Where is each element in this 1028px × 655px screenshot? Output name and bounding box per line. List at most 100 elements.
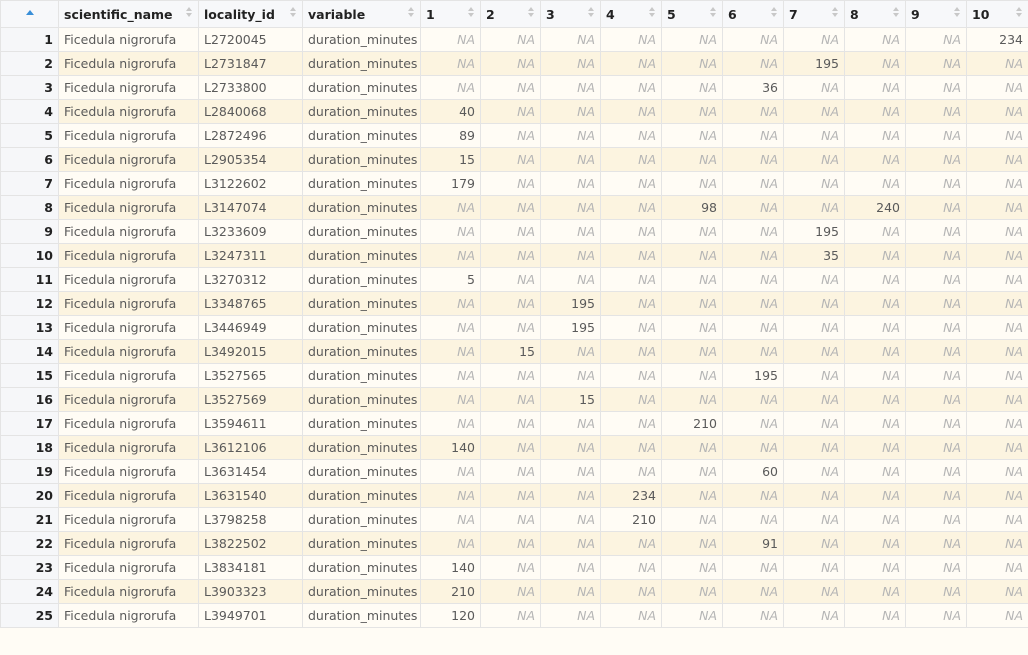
cell-na: NA [480, 51, 541, 76]
cell-variable: duration_minutes [302, 363, 421, 388]
column-header-index[interactable] [0, 0, 59, 28]
table-row[interactable]: 12 Ficedula nigrorufa L3348765 duration_min… [0, 291, 1028, 316]
cell-scientific-name: Ficedula nigrorufa [58, 435, 199, 460]
column-header-label: 10 [972, 6, 990, 22]
cell-variable: duration_minutes [302, 291, 421, 316]
table-row[interactable]: 14 Ficedula nigrorufa L3492015 duration_min… [0, 339, 1028, 364]
table-row[interactable]: 24 Ficedula nigrorufa L3903323 duration_min… [0, 579, 1028, 604]
cell-na: NA [480, 195, 541, 220]
sort-icon [832, 6, 838, 20]
row-index: 22 [0, 531, 59, 556]
cell-na: NA [966, 507, 1028, 532]
cell-na: NA [844, 435, 906, 460]
cell-na: NA [480, 75, 541, 100]
table-row[interactable]: 21 Ficedula nigrorufa L3798258 duration_min… [0, 507, 1028, 532]
cell-locality-id: L3631540 [198, 483, 303, 508]
cell-locality-id: L3527569 [198, 387, 303, 412]
cell-locality-id: L3122602 [198, 171, 303, 196]
cell-na: NA [966, 315, 1028, 340]
table-row[interactable]: 22 Ficedula nigrorufa L3822502 duration_min… [0, 531, 1028, 556]
column-header[interactable]: 8 [844, 0, 906, 28]
sort-icon [710, 6, 716, 20]
column-header[interactable]: 2 [480, 0, 541, 28]
cell-scientific-name: Ficedula nigrorufa [58, 483, 199, 508]
cell-variable: duration_minutes [302, 267, 421, 292]
table-row[interactable]: 10 Ficedula nigrorufa L3247311 duration_min… [0, 243, 1028, 268]
column-header[interactable]: 6 [722, 0, 784, 28]
cell-na: NA [540, 123, 601, 148]
table-row[interactable]: 17 Ficedula nigrorufa L3594611 duration_min… [0, 411, 1028, 436]
cell-na: NA [420, 507, 481, 532]
cell-na: NA [966, 603, 1028, 628]
table-row[interactable]: 2 Ficedula nigrorufa L2731847 duration_minu… [0, 51, 1028, 76]
cell-value: 195 [783, 51, 845, 76]
cell-na: NA [844, 411, 906, 436]
table-row[interactable]: 16 Ficedula nigrorufa L3527569 duration_min… [0, 387, 1028, 412]
cell-na: NA [480, 219, 541, 244]
table-row[interactable]: 20 Ficedula nigrorufa L3631540 duration_min… [0, 483, 1028, 508]
row-index: 8 [0, 195, 59, 220]
cell-na: NA [783, 387, 845, 412]
sort-ascending-icon [25, 9, 34, 15]
table-row[interactable]: 9 Ficedula nigrorufa L3233609 duration_minu… [0, 219, 1028, 244]
cell-na: NA [600, 363, 662, 388]
cell-na: NA [420, 27, 481, 52]
table-row[interactable]: 15 Ficedula nigrorufa L3527565 duration_min… [0, 363, 1028, 388]
cell-na: NA [722, 435, 784, 460]
cell-na: NA [661, 99, 723, 124]
table-row[interactable]: 13 Ficedula nigrorufa L3446949 duration_min… [0, 315, 1028, 340]
column-header[interactable]: 4 [600, 0, 662, 28]
cell-na: NA [905, 27, 967, 52]
cell-na: NA [844, 315, 906, 340]
cell-na: NA [966, 171, 1028, 196]
cell-locality-id: L3834181 [198, 555, 303, 580]
column-header[interactable]: variable [302, 0, 421, 28]
table-row[interactable]: 3 Ficedula nigrorufa L2733800 duration_minu… [0, 75, 1028, 100]
cell-na: NA [783, 531, 845, 556]
table-row[interactable]: 11 Ficedula nigrorufa L3270312 duration_min… [0, 267, 1028, 292]
table-row[interactable]: 8 Ficedula nigrorufa L3147074 duration_minu… [0, 195, 1028, 220]
column-header[interactable]: 9 [905, 0, 967, 28]
table-row[interactable]: 23 Ficedula nigrorufa L3834181 duration_min… [0, 555, 1028, 580]
cell-na: NA [480, 27, 541, 52]
column-header[interactable]: 3 [540, 0, 601, 28]
table-row[interactable]: 1 Ficedula nigrorufa L2720045 duration_minu… [0, 27, 1028, 52]
column-header[interactable]: 5 [661, 0, 723, 28]
table-row[interactable]: 5 Ficedula nigrorufa L2872496 duration_minu… [0, 123, 1028, 148]
cell-na: NA [480, 267, 541, 292]
cell-na: NA [480, 363, 541, 388]
table-row[interactable]: 19 Ficedula nigrorufa L3631454 duration_min… [0, 459, 1028, 484]
cell-na: NA [722, 603, 784, 628]
cell-na: NA [905, 147, 967, 172]
cell-na: NA [905, 363, 967, 388]
table-row[interactable]: 6 Ficedula nigrorufa L2905354 duration_minu… [0, 147, 1028, 172]
cell-scientific-name: Ficedula nigrorufa [58, 171, 199, 196]
table-row[interactable]: 25 Ficedula nigrorufa L3949701 duration_min… [0, 603, 1028, 628]
cell-na: NA [600, 219, 662, 244]
sort-icon [588, 6, 594, 20]
column-header[interactable]: 1 [420, 0, 481, 28]
cell-na: NA [480, 387, 541, 412]
column-header[interactable]: scientific_name [58, 0, 199, 28]
table-row[interactable]: 4 Ficedula nigrorufa L2840068 duration_minu… [0, 99, 1028, 124]
cell-scientific-name: Ficedula nigrorufa [58, 411, 199, 436]
row-index: 20 [0, 483, 59, 508]
table-row[interactable]: 7 Ficedula nigrorufa L3122602 duration_minu… [0, 171, 1028, 196]
cell-na: NA [540, 171, 601, 196]
cell-na: NA [540, 27, 601, 52]
column-header[interactable]: 7 [783, 0, 845, 28]
cell-na: NA [420, 459, 481, 484]
cell-na: NA [540, 507, 601, 532]
cell-na: NA [420, 387, 481, 412]
cell-na: NA [600, 531, 662, 556]
column-header[interactable]: locality_id [198, 0, 303, 28]
column-header[interactable]: 10 [966, 0, 1028, 28]
cell-variable: duration_minutes [302, 435, 421, 460]
cell-na: NA [783, 267, 845, 292]
column-header-label: 6 [728, 6, 737, 22]
cell-na: NA [661, 363, 723, 388]
cell-na: NA [480, 507, 541, 532]
table-row[interactable]: 18 Ficedula nigrorufa L3612106 duration_min… [0, 435, 1028, 460]
cell-locality-id: L3822502 [198, 531, 303, 556]
cell-na: NA [905, 435, 967, 460]
